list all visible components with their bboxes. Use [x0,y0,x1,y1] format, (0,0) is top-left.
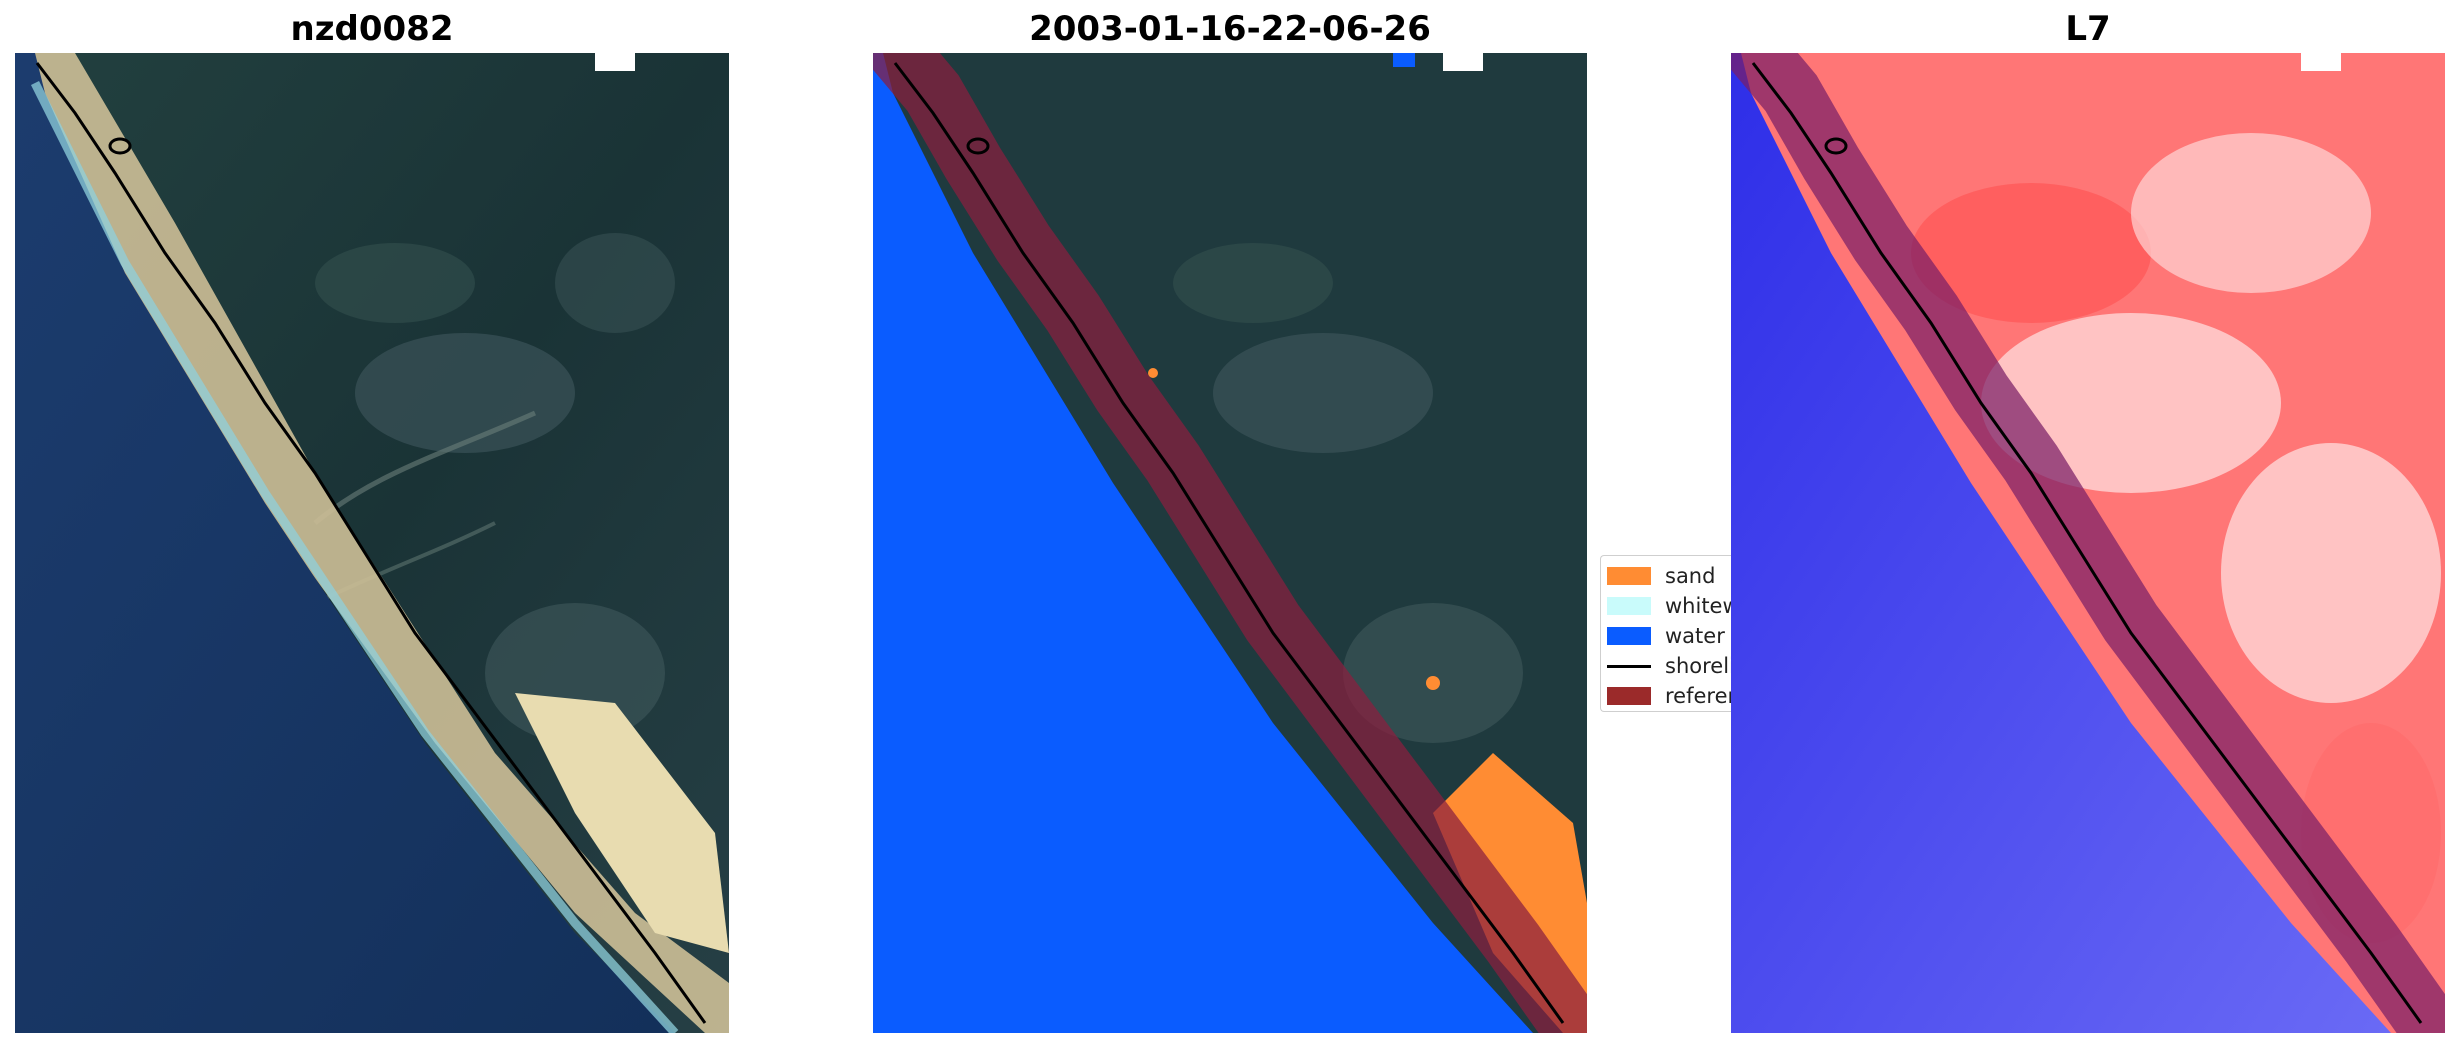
no-data-patch [2301,53,2341,71]
water-class [873,53,1533,1033]
legend-item-water: water [1607,624,1725,648]
water-swatch [1607,627,1651,645]
buffer-swatch [1607,687,1651,705]
legend-label: sand [1665,564,1716,588]
shoreline [893,62,1565,1024]
surf-zone [30,80,679,1033]
shoreline [1751,62,2423,1024]
mndwi-image [1731,53,2445,1033]
water-mndwi [1731,53,2391,1033]
shoreline-swatch [1607,664,1651,668]
dune-field [515,693,729,953]
panel-title-rgb: nzd0082 [290,9,454,49]
reference-shoreline-buffer [873,53,1587,1033]
legend-label: shoreline [1665,654,1731,678]
legend-label: reference shoreline buffer [1665,684,1731,708]
legend-item-sand: sand [1607,564,1715,588]
sand-swatch [1607,567,1651,585]
ocean [15,53,675,1033]
reference-shoreline-buffer [1731,53,2445,1033]
whitewater-swatch [1607,597,1651,615]
legend-item-shoreline: shoreline [1607,654,1731,678]
rgb-image-panel [15,53,729,1033]
legend-item-reference-buffer: reference shoreline buffer [1607,684,1731,708]
legend-label: water [1665,624,1725,648]
panel-title-mndwi: L7 [2065,9,2111,49]
rgb-satellite-image [15,53,729,1033]
no-data-patch [1443,53,1483,71]
no-data-patch [595,53,635,71]
shoreline [35,62,707,1024]
panel-title-classified: 2003-01-16-22-06-26 [1029,9,1431,49]
mndwi-image-panel [1731,53,2445,1033]
classified-image [873,53,1587,1033]
beach-sand [35,53,729,1033]
classified-image-panel [873,53,1587,1033]
